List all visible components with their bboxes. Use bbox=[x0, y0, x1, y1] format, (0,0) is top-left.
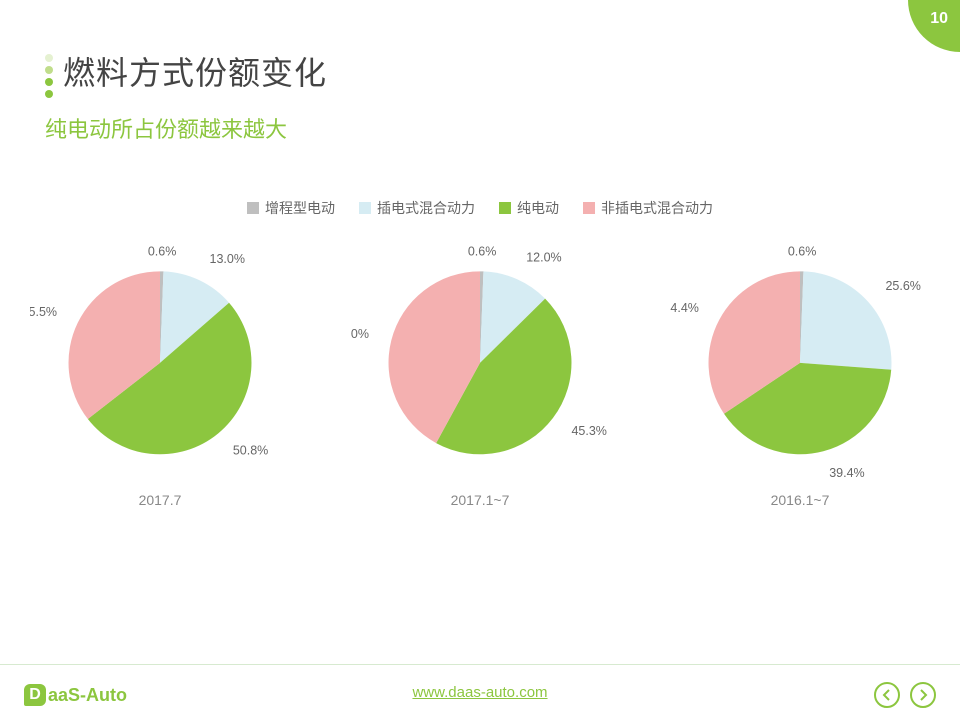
logo-text: aaS-Auto bbox=[48, 685, 127, 706]
pie-chart: 0.6% 25.6% 39.4% 34.4% 2016.1~7 bbox=[650, 228, 950, 508]
chart-caption: 2017.1~7 bbox=[451, 492, 510, 508]
pie-chart: 0.6% 13.0% 50.8% 35.5% 2017.7 bbox=[10, 228, 310, 508]
nav-controls bbox=[874, 682, 936, 708]
pie-svg: 0.6% 13.0% 50.8% 35.5% bbox=[30, 228, 290, 488]
legend-swatch-icon bbox=[359, 202, 371, 214]
charts-row: 0.6% 13.0% 50.8% 35.5% 2017.7 0.6% 12.0% 45.3% 4… bbox=[0, 228, 960, 508]
legend-swatch-icon bbox=[247, 202, 259, 214]
slide: 10 燃料方式份额变化 纯电动所占份额越来越大 增程型电动 插电式混合动力 纯电动 非… bbox=[0, 0, 960, 720]
slice-label: 0.6% bbox=[148, 244, 177, 258]
legend-label: 增程型电动 bbox=[265, 198, 335, 218]
next-button[interactable] bbox=[910, 682, 936, 708]
footer-link[interactable]: www.daas-auto.com bbox=[412, 684, 547, 701]
page-number: 10 bbox=[930, 10, 948, 28]
pie-svg: 0.6% 25.6% 39.4% 34.4% bbox=[670, 228, 930, 488]
logo-mark-icon: D bbox=[24, 684, 46, 706]
legend-label: 纯电动 bbox=[517, 198, 559, 218]
slice-label: 34.4% bbox=[670, 301, 699, 315]
slice-label: 12.0% bbox=[526, 250, 561, 264]
chart-legend: 增程型电动 插电式混合动力 纯电动 非插电式混合动力 bbox=[0, 198, 960, 218]
slice-label: 0.6% bbox=[788, 244, 817, 258]
legend-item: 增程型电动 bbox=[247, 198, 335, 218]
legend-item: 纯电动 bbox=[499, 198, 559, 218]
title-block: 燃料方式份额变化 纯电动所占份额越来越大 bbox=[45, 48, 327, 144]
page-subtitle: 纯电动所占份额越来越大 bbox=[45, 112, 327, 144]
pie-slice bbox=[800, 271, 891, 369]
legend-item: 非插电式混合动力 bbox=[583, 198, 713, 218]
chevron-left-icon bbox=[882, 689, 892, 701]
legend-label: 非插电式混合动力 bbox=[601, 198, 713, 218]
prev-button[interactable] bbox=[874, 682, 900, 708]
slice-label: 50.8% bbox=[233, 444, 268, 458]
slice-label: 42.0% bbox=[350, 327, 369, 341]
chart-caption: 2016.1~7 bbox=[771, 492, 830, 508]
page-number-badge: 10 bbox=[908, 0, 960, 52]
logo: D aaS-Auto bbox=[24, 684, 127, 706]
chevron-right-icon bbox=[918, 689, 928, 701]
legend-swatch-icon bbox=[583, 202, 595, 214]
slice-label: 13.0% bbox=[209, 252, 244, 266]
title-bullet-icon bbox=[45, 54, 53, 98]
legend-label: 插电式混合动力 bbox=[377, 198, 475, 218]
footer: D aaS-Auto www.daas-auto.com bbox=[0, 664, 960, 720]
chart-caption: 2017.7 bbox=[139, 492, 182, 508]
page-title: 燃料方式份额变化 bbox=[63, 48, 327, 94]
legend-item: 插电式混合动力 bbox=[359, 198, 475, 218]
slice-label: 25.6% bbox=[885, 279, 920, 293]
slice-label: 39.4% bbox=[829, 466, 864, 480]
slice-label: 45.3% bbox=[571, 424, 606, 438]
legend-swatch-icon bbox=[499, 202, 511, 214]
pie-svg: 0.6% 12.0% 45.3% 42.0% bbox=[350, 228, 610, 488]
pie-chart: 0.6% 12.0% 45.3% 42.0% 2017.1~7 bbox=[330, 228, 630, 508]
slice-label: 0.6% bbox=[468, 244, 497, 258]
slice-label: 35.5% bbox=[30, 305, 57, 319]
